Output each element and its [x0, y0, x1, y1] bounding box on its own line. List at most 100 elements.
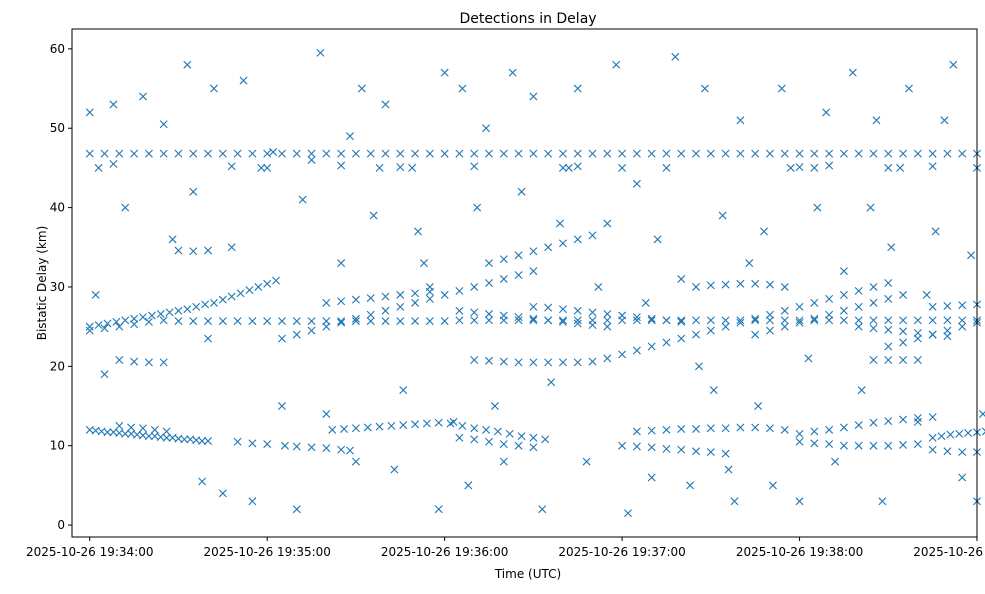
- data-point: [218, 149, 227, 158]
- data-point: [943, 149, 952, 158]
- data-point: [872, 116, 881, 125]
- data-point: [928, 433, 937, 442]
- data-point: [795, 302, 804, 311]
- data-point: [85, 322, 94, 331]
- data-point: [307, 326, 316, 335]
- data-point: [94, 321, 103, 330]
- data-point: [884, 294, 893, 303]
- data-point: [647, 473, 656, 482]
- data-point: [822, 108, 831, 117]
- x-tick-label: 2025-10-26 19:35:00: [203, 545, 330, 559]
- data-point: [692, 282, 701, 291]
- data-point: [603, 149, 612, 158]
- data-point: [337, 149, 346, 158]
- data-point: [780, 282, 789, 291]
- data-point: [558, 316, 567, 325]
- data-point: [263, 317, 272, 326]
- data-point: [455, 286, 464, 295]
- data-point: [647, 342, 656, 351]
- data-point: [292, 317, 301, 326]
- data-point: [981, 427, 985, 436]
- data-point: [292, 505, 301, 514]
- data-point: [100, 324, 109, 333]
- data-point: [529, 443, 538, 452]
- data-point: [958, 322, 967, 331]
- data-point: [913, 334, 922, 343]
- data-point: [470, 424, 479, 433]
- data-point: [204, 149, 213, 158]
- data-point: [573, 358, 582, 367]
- y-tick-label: 40: [50, 201, 65, 215]
- data-point: [351, 314, 360, 323]
- data-point: [884, 149, 893, 158]
- data-point: [381, 100, 390, 109]
- data-point: [884, 441, 893, 450]
- data-point: [854, 286, 863, 295]
- data-point: [745, 259, 754, 268]
- data-point: [411, 317, 420, 326]
- data-point: [159, 149, 168, 158]
- data-point: [671, 52, 680, 61]
- data-point: [558, 317, 567, 326]
- data-point: [869, 418, 878, 427]
- data-point: [455, 149, 464, 158]
- data-point: [381, 292, 390, 301]
- chart-title: Detections in Delay: [459, 11, 596, 27]
- data-point: [573, 235, 582, 244]
- data-point: [632, 179, 641, 188]
- data-point: [558, 305, 567, 314]
- data-point: [588, 357, 597, 366]
- data-point: [736, 318, 745, 327]
- data-point: [529, 358, 538, 367]
- data-point: [227, 243, 236, 252]
- data-point: [351, 149, 360, 158]
- data-point: [573, 149, 582, 158]
- data-point: [958, 301, 967, 310]
- data-point: [810, 316, 819, 325]
- data-point: [751, 316, 760, 325]
- data-point: [103, 319, 112, 328]
- data-point: [662, 338, 671, 347]
- data-point: [573, 319, 582, 328]
- data-point: [174, 306, 183, 315]
- data-point: [485, 356, 493, 365]
- data-point: [514, 441, 523, 450]
- data-point: [277, 317, 286, 326]
- data-point: [109, 100, 118, 109]
- data-point: [692, 330, 701, 339]
- data-point: [904, 84, 913, 93]
- data-point: [159, 358, 168, 367]
- data-point: [159, 316, 168, 325]
- data-point: [588, 308, 597, 317]
- data-point: [351, 317, 360, 326]
- data-point: [337, 161, 346, 170]
- data-point: [529, 433, 538, 442]
- data-point: [692, 425, 701, 434]
- data-point: [414, 227, 423, 236]
- data-point: [928, 316, 937, 325]
- data-point: [204, 436, 213, 445]
- data-point: [357, 84, 366, 93]
- data-point: [375, 163, 384, 172]
- data-point: [328, 425, 337, 434]
- data-point: [795, 318, 804, 327]
- data-point: [396, 317, 405, 326]
- data-point: [144, 317, 153, 326]
- data-point: [245, 286, 254, 295]
- data-point: [612, 60, 621, 69]
- data-point: [736, 316, 745, 325]
- data-point: [218, 317, 227, 326]
- y-axis: 0 10 20 30 40 50 60: [50, 42, 72, 532]
- data-point: [115, 356, 124, 364]
- data-point: [573, 84, 582, 93]
- data-point: [653, 235, 662, 244]
- x-axis-label: Time (UTC): [494, 567, 561, 581]
- data-point: [777, 84, 786, 93]
- y-tick-label: 60: [50, 42, 65, 56]
- data-point: [292, 442, 301, 451]
- data-point: [632, 316, 641, 325]
- data-point: [641, 298, 650, 307]
- x-tick-label: 2025-10-26 19:34:00: [26, 545, 153, 559]
- data-point: [499, 149, 508, 158]
- data-point: [913, 440, 922, 449]
